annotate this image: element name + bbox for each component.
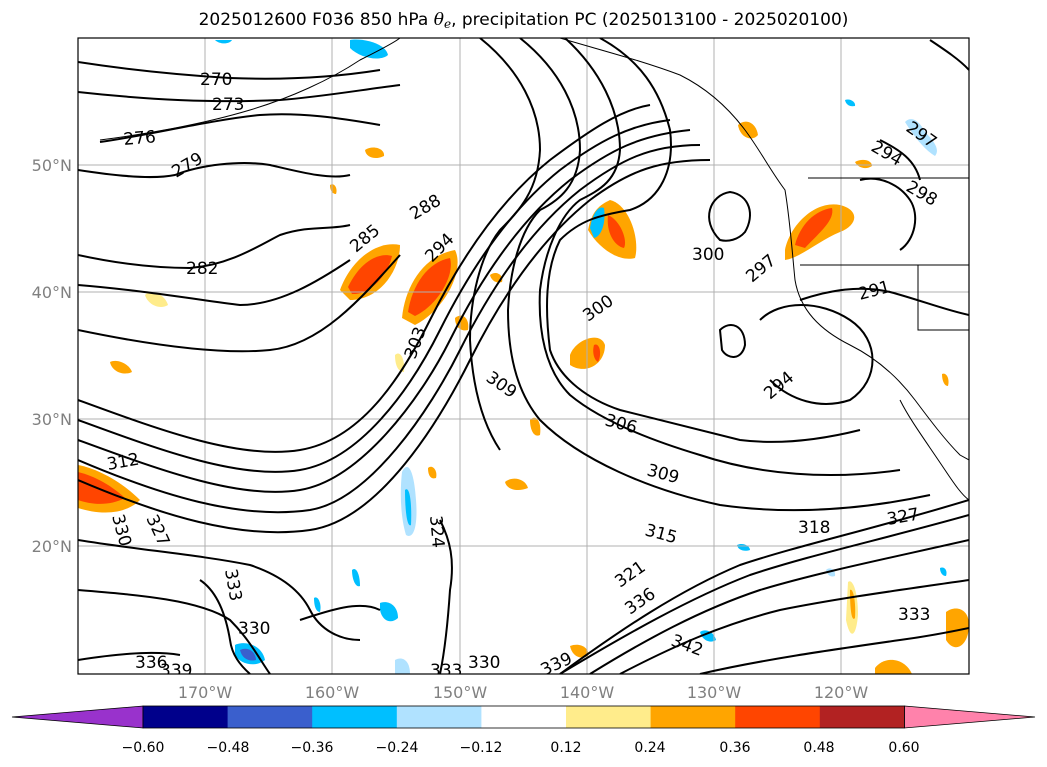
colorbar-tick-label: −0.48 <box>207 740 250 756</box>
colorbar-tick-label: 0.48 <box>803 740 834 756</box>
colorbar-tick-label: 0.24 <box>634 740 665 756</box>
colorbar-tick-label: −0.12 <box>460 740 503 756</box>
colorbar-tick-label: −0.36 <box>291 740 334 756</box>
map-frame <box>77 37 970 675</box>
theta-e-contours <box>78 38 969 674</box>
colorbar-tick-label: 0.12 <box>550 740 581 756</box>
svg-text:273: 273 <box>212 95 244 115</box>
lat-label: 20°N <box>32 537 72 556</box>
svg-text:318: 318 <box>798 518 830 538</box>
svg-text:300: 300 <box>692 245 724 265</box>
svg-text:336: 336 <box>135 653 167 673</box>
lon-label: 160°W <box>305 683 360 702</box>
svg-text:276: 276 <box>123 127 157 150</box>
colorbar-border <box>142 705 905 729</box>
colorbar-segment <box>143 706 229 728</box>
lon-label: 140°W <box>560 683 615 702</box>
svg-text:324: 324 <box>425 515 448 549</box>
lon-label: 120°W <box>814 683 869 702</box>
precip-shading <box>78 39 969 674</box>
colorbar-tick-label: 0.36 <box>719 740 750 756</box>
colorbar-segment <box>396 706 482 728</box>
colorbar-segment <box>650 706 736 728</box>
colorbar-segment <box>819 706 905 728</box>
lon-label: 150°W <box>433 683 488 702</box>
colorbar-segment <box>481 706 567 728</box>
lon-label: 170°W <box>178 683 233 702</box>
colorbar-tick-label: 0.60 <box>888 740 919 756</box>
colorbar-ticks: −0.60 −0.48 −0.36 −0.24 −0.12 0.12 0.24 … <box>122 740 920 756</box>
latitude-labels: 50°N 40°N 30°N 20°N <box>32 156 72 556</box>
map-background <box>78 38 969 674</box>
colorbar <box>11 705 1036 729</box>
lat-label: 30°N <box>32 410 72 429</box>
svg-text:339: 339 <box>160 661 192 681</box>
svg-text:333: 333 <box>898 605 930 625</box>
svg-text:330: 330 <box>468 653 500 673</box>
map-title: 2025012600 F036 850 hPa θe, precipitatio… <box>198 10 849 31</box>
colorbar-segment <box>566 706 652 728</box>
lat-label: 50°N <box>32 156 72 175</box>
colorbar-tick-label: −0.60 <box>122 740 165 756</box>
colorbar-segment <box>735 706 821 728</box>
colorbar-extend-low <box>11 705 144 729</box>
colorbar-extend-high <box>904 705 1036 729</box>
colorbar-segment <box>227 706 313 728</box>
lat-label: 40°N <box>32 283 72 302</box>
svg-text:282: 282 <box>186 259 218 279</box>
svg-text:333: 333 <box>430 661 462 681</box>
colorbar-tick-label: −0.24 <box>376 740 419 756</box>
lon-label: 130°W <box>687 683 742 702</box>
svg-text:330: 330 <box>238 619 270 639</box>
longitude-labels: 170°W 160°W 150°W 140°W 130°W 120°W <box>178 683 869 702</box>
colorbar-segment <box>312 706 398 728</box>
svg-text:270: 270 <box>200 70 232 90</box>
